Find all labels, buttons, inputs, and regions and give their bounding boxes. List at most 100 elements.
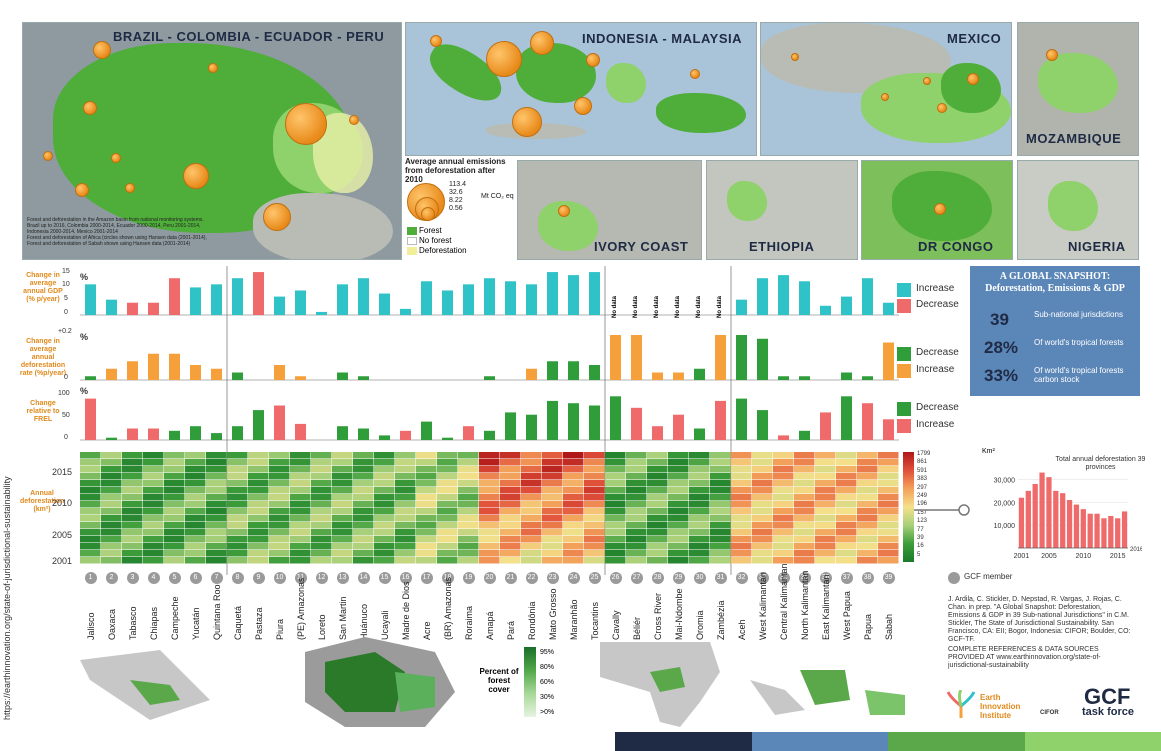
heat-cell	[416, 466, 437, 473]
heat-cell	[794, 508, 815, 515]
heat-cell	[332, 487, 353, 494]
heat-cell	[458, 494, 479, 501]
row2-label: Change in average annual deforestation r…	[19, 338, 67, 377]
heat-cell	[122, 452, 143, 459]
heat-cell	[479, 501, 500, 508]
heat-cell	[269, 459, 290, 466]
heat-cell	[101, 452, 122, 459]
heat-cell	[374, 529, 395, 536]
heat-cell	[269, 515, 290, 522]
deforestation-rate-bar	[337, 372, 348, 380]
heat-cell	[101, 515, 122, 522]
frel-bar	[694, 428, 705, 440]
heat-cell	[773, 459, 794, 466]
pct-1: %	[80, 272, 89, 282]
heat-cell	[584, 543, 605, 550]
heat-cell	[689, 473, 710, 480]
heat-scale-bar	[903, 452, 914, 562]
jurisdiction-name: East Kalimantan	[820, 574, 831, 640]
heat-cell	[857, 480, 878, 487]
references[interactable]: COMPLETE REFERENCES & DATA SOURCES PROVI…	[948, 646, 1101, 669]
heat-cell	[143, 529, 164, 536]
heat-cell	[647, 529, 668, 536]
heat-cell	[794, 557, 815, 564]
heat-cell	[878, 522, 899, 529]
heat-cell	[395, 466, 416, 473]
heat-cell	[794, 480, 815, 487]
heat-cell	[332, 536, 353, 543]
heat-cell	[563, 466, 584, 473]
heat-cell	[374, 452, 395, 459]
heat-cell	[605, 508, 626, 515]
jurisdiction-number: 32	[735, 572, 748, 584]
heat-cell	[668, 508, 689, 515]
heat-cell	[563, 459, 584, 466]
heat-cell	[185, 452, 206, 459]
heat-cell	[563, 536, 584, 543]
heat-cell	[542, 522, 563, 529]
heat-cell	[185, 536, 206, 543]
total-deforestation-chart: 30,000 20,000 10,000 2001 2005 2010 2015 2016	[994, 472, 1142, 560]
heat-cell	[311, 557, 332, 564]
heat-cell	[878, 494, 899, 501]
deforestation-rate-bar	[127, 361, 138, 380]
heat-cell	[626, 508, 647, 515]
heat-cell	[479, 466, 500, 473]
map-title-mexico: MEXICO	[947, 31, 1002, 46]
heat-cell	[542, 529, 563, 536]
gdp-bar	[526, 284, 537, 315]
frel-bar	[778, 435, 789, 440]
heat-cell	[836, 452, 857, 459]
heat-cell	[815, 501, 836, 508]
jurisdiction-name: West Kalimantan	[757, 572, 768, 640]
heat-cell	[479, 550, 500, 557]
heat-cell	[101, 494, 122, 501]
heat-cell	[185, 466, 206, 473]
heat-cell	[689, 522, 710, 529]
map-title-mozambique: MOZAMBIQUE	[1026, 131, 1122, 146]
heat-cell	[332, 452, 353, 459]
gdp-bar	[106, 299, 117, 315]
heat-cell	[689, 550, 710, 557]
total-bar	[1066, 500, 1073, 548]
heat-cell	[710, 550, 731, 557]
gdp-bar	[589, 272, 600, 315]
gdp-bar	[379, 293, 390, 315]
heat-cell	[122, 473, 143, 480]
deforestation-rate-bar	[169, 353, 180, 380]
frel-bar	[673, 414, 684, 440]
charts-svg	[80, 266, 899, 575]
heat-cell	[437, 529, 458, 536]
heat-cell	[731, 508, 752, 515]
heat-cell	[374, 487, 395, 494]
heat-cell	[500, 543, 521, 550]
map-mini-indonesia	[745, 660, 910, 730]
heat-cell	[857, 459, 878, 466]
deforestation-rate-bar	[631, 335, 642, 380]
heat-cell	[605, 480, 626, 487]
jurisdiction-number: 9	[252, 572, 265, 584]
jurisdiction-number: 8	[231, 572, 244, 584]
heat-cell	[668, 536, 689, 543]
jurisdiction-number: 2	[105, 572, 118, 584]
heat-cell	[80, 522, 101, 529]
legend-decrease-2: Decrease	[916, 347, 959, 358]
heat-cell	[794, 515, 815, 522]
heat-cell	[206, 529, 227, 536]
heat-cell	[563, 508, 584, 515]
gdp-bar	[736, 299, 747, 315]
heat-cell	[311, 508, 332, 515]
heat-cell	[227, 550, 248, 557]
heat-cell	[353, 501, 374, 508]
heat-cell	[311, 487, 332, 494]
gdp-bar	[337, 284, 348, 315]
heat-cell	[500, 466, 521, 473]
heat-cell	[626, 515, 647, 522]
jurisdiction-name: Piura	[274, 618, 285, 640]
jurisdiction-name: Rondônia	[526, 601, 537, 640]
heat-cell	[143, 494, 164, 501]
heat-cell	[458, 452, 479, 459]
deforestation-rate-bar	[274, 365, 285, 380]
heat-cell	[731, 522, 752, 529]
heat-cell	[794, 459, 815, 466]
